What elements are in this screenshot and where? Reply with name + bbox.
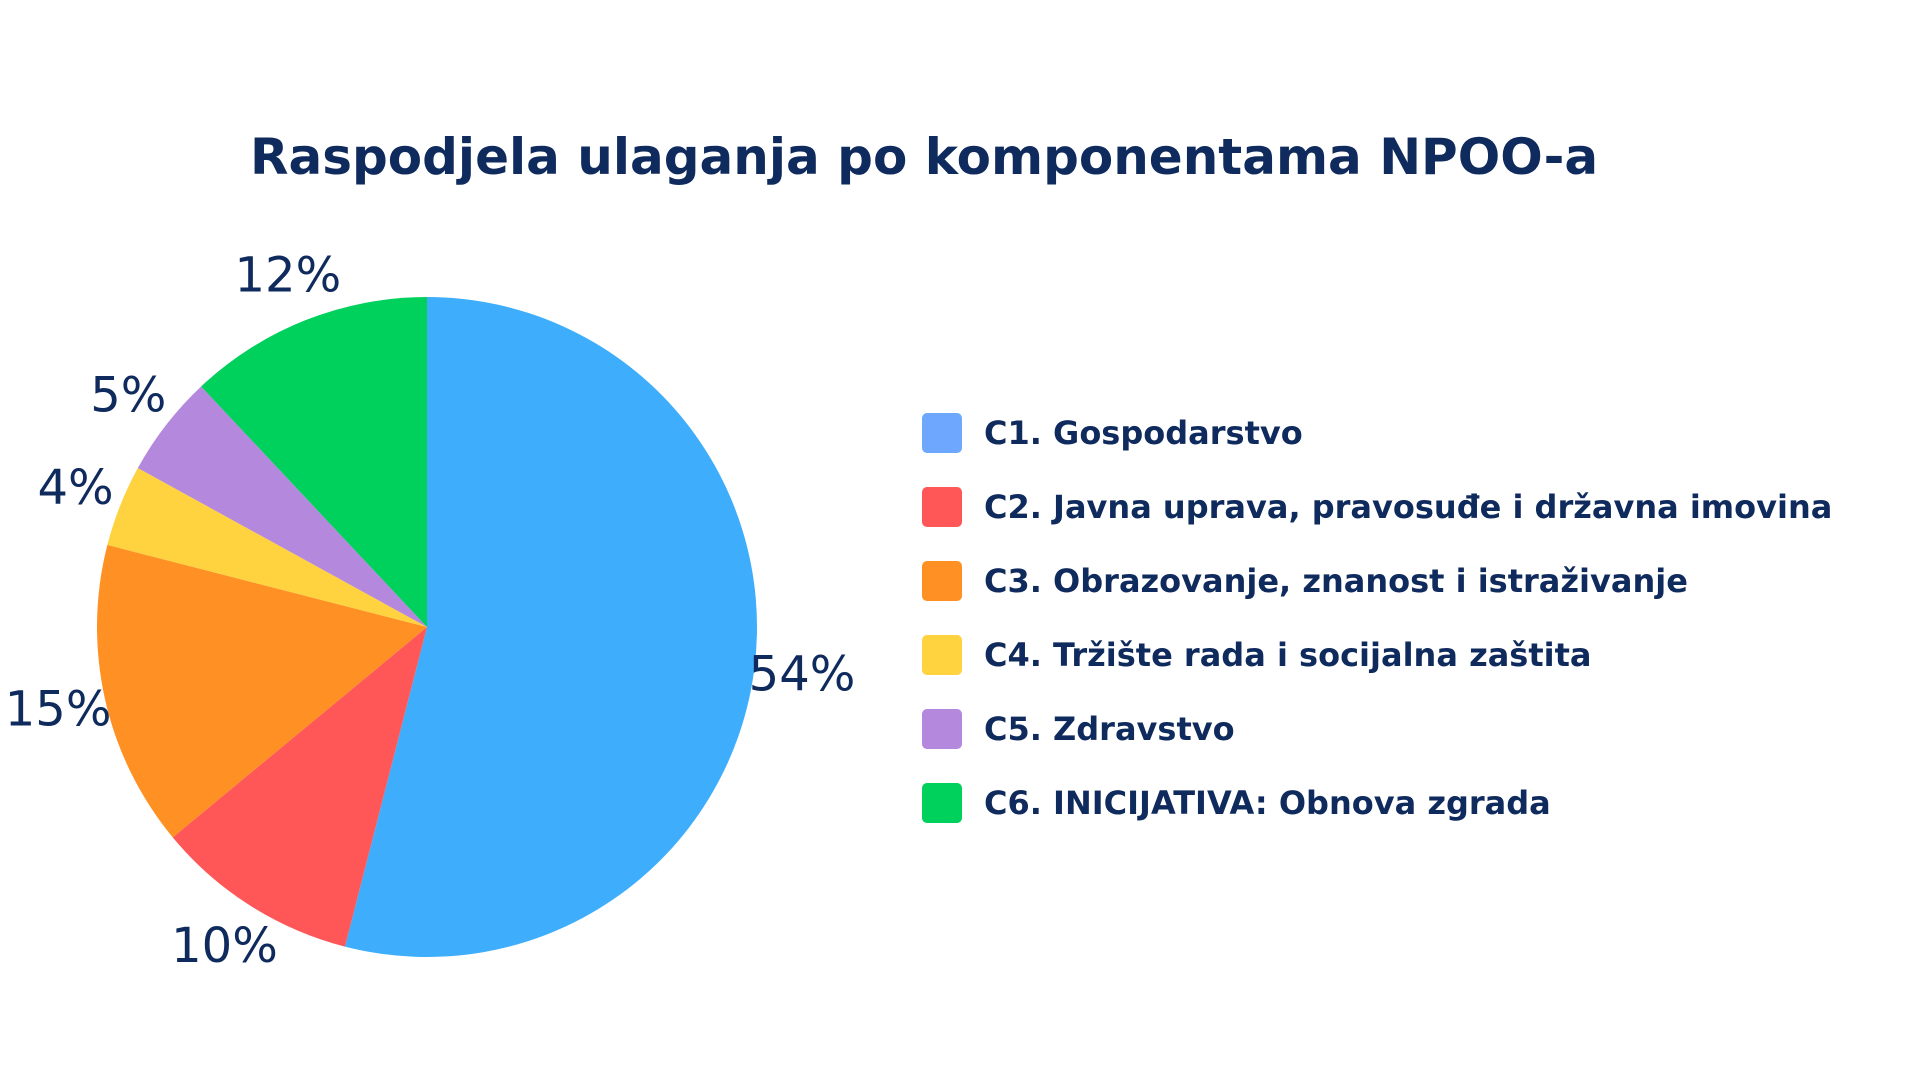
pie-slice-c6 — [201, 297, 427, 627]
chart-title: Raspodjela ulaganja po komponentama NPOO… — [250, 128, 1599, 186]
legend-item-c2: C2. Javna uprava, pravosuđe i državna im… — [922, 470, 1832, 544]
legend-swatch-c5 — [922, 709, 962, 749]
pie-slices — [96, 297, 758, 957]
pie-slice-c2 — [172, 627, 427, 947]
pie-label-c3: 15% — [5, 681, 112, 737]
legend: C1. Gospodarstvo C2. Javna uprava, pravo… — [922, 396, 1832, 840]
pie-label-c2: 10% — [171, 918, 278, 974]
legend-swatch-c3 — [922, 561, 962, 601]
legend-swatch-c1 — [922, 413, 962, 453]
legend-label-c2: C2. Javna uprava, pravosuđe i državna im… — [984, 488, 1833, 526]
legend-label-c5: C5. Zdravstvo — [984, 710, 1235, 748]
pie-slice-c4 — [107, 468, 427, 627]
pie-labels: 54% 10% 15% 4% 5% 12% — [5, 248, 856, 975]
legend-label-c1: C1. Gospodarstvo — [984, 414, 1303, 452]
legend-item-c4: C4. Tržište rada i socijalna zaštita — [922, 618, 1832, 692]
pie-label-c5: 5% — [90, 367, 166, 423]
legend-item-c6: C6. INICIJATIVA: Obnova zgrada — [922, 766, 1832, 840]
legend-swatch-c2 — [922, 487, 962, 527]
legend-item-c1: C1. Gospodarstvo — [922, 396, 1832, 470]
legend-label-c4: C4. Tržište rada i socijalna zaštita — [984, 636, 1592, 674]
pie-slice-c1 — [344, 297, 758, 957]
pie-slice-c5 — [137, 386, 428, 627]
legend-swatch-c6 — [922, 783, 962, 823]
pie-slice-c3 — [96, 544, 428, 838]
legend-label-c6: C6. INICIJATIVA: Obnova zgrada — [984, 784, 1551, 822]
legend-item-c5: C5. Zdravstvo — [922, 692, 1832, 766]
pie-label-c6: 12% — [235, 248, 342, 304]
pie-label-c1: 54% — [749, 646, 856, 702]
legend-item-c3: C3. Obrazovanje, znanost i istraživanje — [922, 544, 1832, 618]
legend-swatch-c4 — [922, 635, 962, 675]
pie-label-c4: 4% — [37, 460, 113, 516]
legend-label-c3: C3. Obrazovanje, znanost i istraživanje — [984, 562, 1688, 600]
